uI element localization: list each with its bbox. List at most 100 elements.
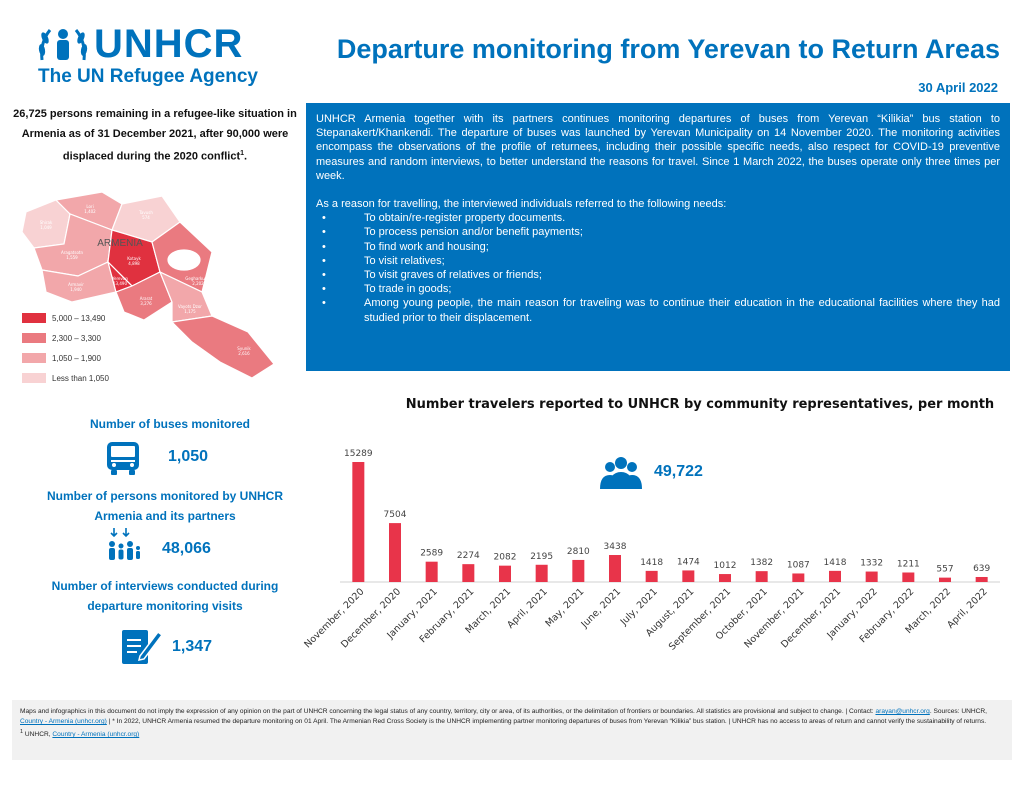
reason-item: To visit relatives; [316, 254, 1000, 268]
map-legend: 5,000 – 13,490 2,300 – 3,300 1,050 – 1,9… [22, 308, 109, 388]
footnote-prefix: UNHCR, [24, 731, 51, 739]
data-label: 557 [936, 565, 953, 575]
data-label: 1418 [824, 558, 847, 568]
map-label-aragatsotn: Aragatsotn [61, 250, 83, 255]
bar [352, 462, 365, 582]
data-label: 2195 [530, 552, 553, 562]
map-value-shirak: 1,049 [40, 225, 52, 230]
map-label-vayots-dzor: Vayots Dzor [178, 304, 202, 309]
bar [682, 570, 695, 582]
category-label: November, 2020 [302, 586, 366, 650]
legend-swatch [22, 353, 46, 363]
disclaimer-text: Maps and infographics in this document d… [20, 707, 1004, 727]
chart-title: Number travelers reported to UNHCR by co… [405, 397, 995, 412]
data-label: 2082 [494, 553, 517, 563]
reasons-list: To obtain/re-register property documents… [316, 211, 1000, 325]
map-value-armavir: 1,940 [70, 287, 82, 292]
data-label: 7504 [384, 510, 407, 520]
bar [792, 573, 805, 582]
bar [939, 577, 951, 582]
legend-item: Less than 1,050 [22, 368, 109, 388]
map-label-lori: Lori [86, 204, 93, 209]
contact-email-link[interactable]: arayan@unhcr.org [875, 708, 930, 715]
bar [719, 574, 731, 582]
reason-item: Among young people, the main reason for … [316, 296, 1000, 324]
footnote-number: 1 [20, 729, 24, 735]
context-suffix: . [244, 150, 248, 163]
data-label: 1012 [714, 561, 737, 571]
bar [572, 559, 585, 582]
map-country-label: ARMENIA [97, 238, 143, 249]
buses-label: Number of buses monitored [89, 417, 250, 431]
legend-label: 2,300 – 3,300 [52, 333, 101, 343]
disclaimer-line1: Maps and infographics in this document d… [20, 708, 874, 715]
reason-item: To process pension and/or benefit paymen… [316, 225, 1000, 239]
bar [975, 576, 988, 582]
map-value-vayots-dzor: 1,175 [184, 309, 196, 314]
page-title: Departure monitoring from Yerevan to Ret… [336, 34, 1000, 64]
reasons-intro: As a reason for travelling, the intervie… [316, 198, 727, 211]
disclaimer-sources: . Sources: UNHCR, [929, 708, 987, 715]
legend-label: Less than 1,050 [52, 373, 109, 383]
reason-item: To visit graves of relatives or friends; [316, 268, 1000, 282]
lake-sevan [167, 249, 201, 271]
data-label: 639 [973, 564, 990, 574]
buses-value: 1,050 [168, 448, 209, 465]
bar [902, 572, 915, 582]
map-value-aragatsotn: 1,559 [66, 255, 78, 260]
map-value-ararat: 3,276 [140, 301, 152, 306]
data-label: 1382 [750, 558, 773, 568]
armenia-map: Shirak 1,049 Lori 1,402 Tavush 574 Araga… [21, 191, 275, 379]
bar [535, 564, 548, 582]
map-label-shirak: Shirak [40, 220, 53, 225]
map-label-syunik: Syunik [237, 346, 251, 351]
reason-item: To find work and housing; [316, 240, 1000, 254]
total-travelers-value: 49,722 [654, 463, 703, 480]
source-link[interactable]: Country - Armenia (unhcr.org) [20, 718, 107, 725]
map-label-armavir: Armavir [68, 282, 84, 287]
logo-tagline: The UN Refugee Agency [38, 66, 258, 87]
bar [389, 523, 401, 582]
group-icon [600, 457, 642, 489]
logo-wordmark: UNHCR [94, 22, 244, 66]
bar [462, 564, 475, 582]
persons-label: Number of persons monitored by UNHCR Arm… [46, 489, 283, 523]
disclaimer-line2: | * In 2022, UNHCR Armenia resumed the d… [108, 718, 987, 725]
bar [609, 555, 621, 582]
legend-swatch [22, 333, 46, 343]
data-label: 1332 [860, 559, 883, 569]
map-label-yerevan: Yerevan [111, 276, 128, 281]
map-label-ararat: Ararat [140, 296, 153, 301]
context-statement: 26,725 persons remaining in a refugee-li… [10, 104, 300, 167]
legend-swatch [22, 373, 46, 383]
map-value-syunik: 2,616 [238, 351, 250, 356]
unhcr-logo: UNHCR The UN Refugee Agency [36, 22, 276, 92]
info-paragraph: UNHCR Armenia together with its partners… [316, 113, 1000, 182]
interviews-value: 1,347 [172, 638, 213, 655]
footnote: 1 UNHCR, Country - Armenia (unhcr.org) [20, 727, 1004, 740]
clipboard-icon [122, 630, 164, 664]
legend-item: 5,000 – 13,490 [22, 308, 109, 328]
map-value-yerevan: 13,490 [113, 281, 127, 286]
data-label: 2810 [567, 547, 590, 557]
legend-swatch [22, 313, 46, 323]
bar [499, 565, 511, 582]
legend-item: 2,300 – 3,300 [22, 328, 109, 348]
map-label-tavush: Tavush [138, 210, 153, 215]
context-text: 26,725 persons remaining in a refugee-li… [13, 108, 297, 163]
people-icon [109, 528, 140, 560]
data-label: 1474 [677, 557, 700, 567]
footnote-link[interactable]: Country - Armenia (unhcr.org) [52, 731, 140, 739]
region-syunik [170, 315, 275, 379]
map-value-tavush: 574 [142, 215, 150, 220]
bar [425, 561, 438, 582]
map-value-kotayk: 4,898 [128, 261, 140, 266]
legend-item: 1,050 – 1,900 [22, 348, 109, 368]
bar [865, 571, 878, 582]
reason-item: To trade in goods; [316, 282, 1000, 296]
footnote-marker: 1 [240, 150, 245, 157]
info-panel: UNHCR Armenia together with its partners… [306, 103, 1010, 371]
report-date: 30 April 2022 [918, 80, 998, 95]
map-label-kotayk: Kotayk [127, 256, 141, 261]
bus-icon [107, 442, 139, 475]
